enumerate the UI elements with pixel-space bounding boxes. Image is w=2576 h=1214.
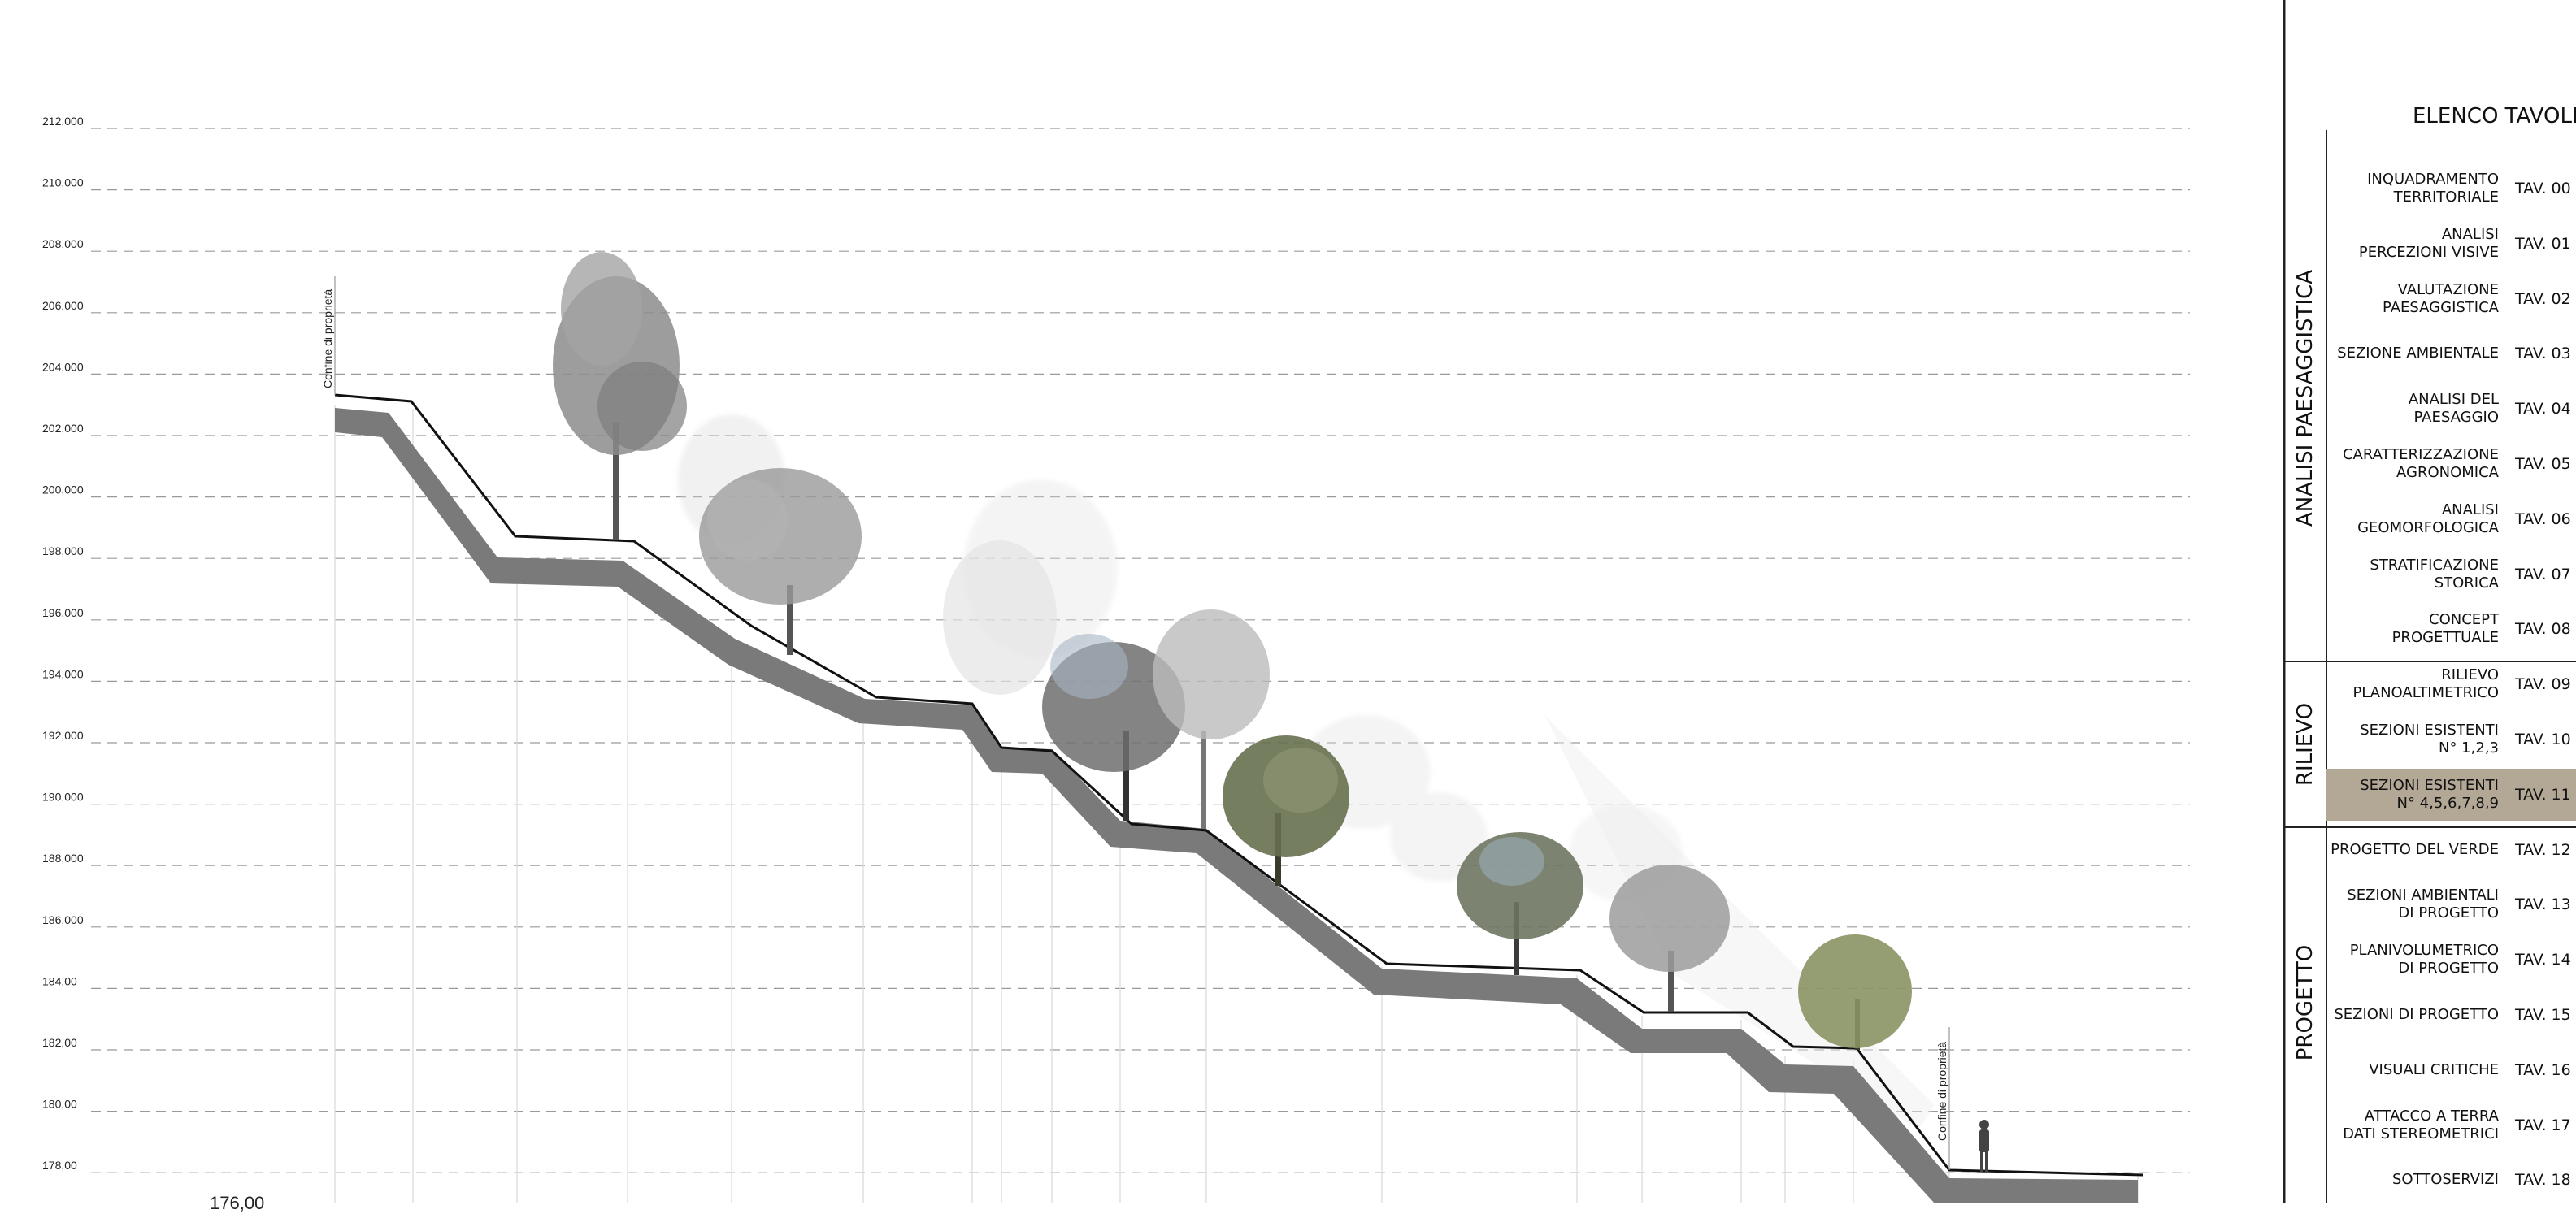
sheet-item-code: TAV. 08 — [2515, 620, 2571, 639]
sheet-item-code: TAV. 09 — [2515, 675, 2571, 694]
tree-6 — [1223, 735, 1349, 886]
sheet-item-name: ANALISI GEOMORFOLOGICA — [2357, 501, 2499, 536]
sheet-item-name: SEZIONE AMBIENTALE — [2337, 345, 2499, 362]
elevation-label: 202,000 — [42, 422, 84, 435]
sheet-item-name: SEZIONI AMBIENTALI DI PROGETTO — [2347, 887, 2499, 922]
elevation-label: 184,00 — [42, 974, 77, 987]
sheet-item[interactable]: VISUALI CRITICHE TAV. 16 — [2326, 1044, 2576, 1096]
sheet-item-code: TAV. 10 — [2515, 731, 2571, 748]
sheet-item-code: TAV. 02 — [2515, 289, 2571, 308]
sheet-item-code: TAV. 00 — [2515, 180, 2571, 197]
sheet-item[interactable]: ANALISI PERCEZIONI VISIVE TAV. 01 — [2326, 218, 2576, 270]
property-boundary-label-left: Confine di proprietà — [321, 289, 334, 388]
elevation-label: 192,000 — [42, 729, 84, 742]
sheet-item[interactable]: ANALISI DEL PAESAGGIO TAV. 04 — [2326, 383, 2576, 435]
elevation-label: 200,000 — [42, 483, 84, 496]
sheet-item[interactable]: INQUADRAMENTO TERRITORIALE TAV. 00 — [2326, 163, 2576, 215]
tree-5 — [1153, 609, 1270, 829]
group-label-progetto: PROGETTO — [2293, 944, 2318, 1061]
sheet-item[interactable]: SEZIONE AMBIENTALE TAV. 03 — [2326, 327, 2576, 379]
sheet-item-name: SEZIONI DI PROGETTO — [2334, 1006, 2499, 1023]
sheet-item[interactable]: CARATTERIZZAZIONE AGRONOMICA TAV. 05 — [2326, 438, 2576, 490]
sheet-index-title: ELENCO TAVOLE — [2413, 104, 2576, 128]
property-boundary-label-right: Confine di proprietà — [1935, 1042, 1948, 1141]
retaining-net — [1544, 715, 1935, 1129]
sheet-item-name: INQUADRAMENTO TERRITORIALE — [2367, 171, 2499, 206]
tree-3 — [943, 540, 1057, 695]
elevation-label: 196,000 — [42, 606, 84, 619]
sheet-item[interactable]: SEZIONI ESISTENTI N° 4,5,6,7,8,9 TAV. 11 — [2326, 768, 2576, 821]
sheet-item[interactable]: STRATIFICAZIONE STORICA TAV. 07 — [2326, 548, 2576, 600]
elevation-label: 180,00 — [42, 1098, 77, 1111]
sheet-item[interactable]: ATTACCO A TERRA DATI STEREOMETRICI TAV. 17 — [2326, 1099, 2576, 1151]
sheet-item-code: TAV. 01 — [2515, 234, 2571, 253]
tree-7 — [1457, 832, 1583, 975]
sheet-item[interactable]: RILIEVO PLANOALTIMETRICO TAV. 09 — [2326, 658, 2576, 710]
elevation-label: 186,000 — [42, 913, 84, 926]
sheet-item-name: VISUALI CRITICHE — [2369, 1060, 2499, 1078]
sheet-item-name: SEZIONI ESISTENTI N° 1,2,3 — [2360, 722, 2499, 757]
sheet-item-name: ATTACCO A TERRA DATI STEREOMETRICI — [2343, 1107, 2499, 1142]
tree-8 — [1609, 865, 1730, 1012]
sheet-item-name: ANALISI DEL PAESAGGIO — [2408, 391, 2499, 427]
sheet-item[interactable]: SEZIONI ESISTENTI N° 1,2,3 TAV. 10 — [2326, 713, 2576, 765]
sheet-item-code: TAV. 13 — [2515, 895, 2571, 914]
sheet-index-frame — [2283, 0, 2576, 1203]
sheet-item[interactable]: CONCEPT PROGETTUALE TAV. 08 — [2326, 603, 2576, 655]
partial-elevation-label: 176,00 — [210, 1193, 265, 1213]
sheet-item-code: TAV. 04 — [2515, 400, 2571, 418]
sheet-item-code: TAV. 16 — [2515, 1060, 2571, 1079]
property-boundary-right: Confine di proprietà — [1935, 1027, 1950, 1170]
sheet-item-name: CONCEPT PROGETTUALE — [2391, 611, 2499, 647]
tree-4 — [1042, 634, 1185, 821]
property-boundary-left: Confine di proprietà — [321, 276, 336, 395]
sheet-item[interactable]: VALUTAZIONE PAESAGGISTICA TAV. 02 — [2326, 273, 2576, 325]
sheet-item-code: TAV. 15 — [2515, 1006, 2571, 1024]
group-label-rilievo: RILIEVO — [2293, 702, 2318, 787]
elevation-label: 178,00 — [42, 1159, 77, 1172]
sheet-item-code: TAV. 03 — [2515, 345, 2571, 363]
sheet-item-code: TAV. 12 — [2515, 840, 2571, 859]
tree-1 — [553, 252, 687, 540]
sheet-item-name: STRATIFICAZIONE STORICA — [2370, 556, 2499, 592]
sheet-item-name: SEZIONI ESISTENTI N° 4,5,6,7,8,9 — [2360, 776, 2499, 812]
terrain-profile-line — [334, 393, 2144, 1177]
sheet-item-code: TAV. 06 — [2515, 509, 2571, 528]
sheet-item[interactable]: ANALISI GEOMORFOLOGICA TAV. 06 — [2326, 493, 2576, 545]
sheet-item[interactable]: PLANIVOLUMETRICO DI PROGETTO TAV. 14 — [2326, 934, 2576, 986]
sheet-item-name: CARATTERIZZAZIONE AGRONOMICA — [2342, 446, 2499, 481]
sheet-item[interactable]: PROGETTO DEL VERDE TAV. 12 — [2326, 824, 2576, 876]
sheet-item-code: TAV. 18 — [2515, 1171, 2571, 1190]
sheet-item-name: RILIEVO PLANOALTIMETRICO — [2352, 666, 2499, 702]
sheet-item-name: PLANIVOLUMETRICO DI PROGETTO — [2349, 942, 2499, 978]
sheet-item-code: TAV. 05 — [2515, 455, 2571, 473]
elevation-label: 210,000 — [42, 176, 84, 189]
elevation-label: 208,000 — [42, 237, 84, 250]
elevation-label: 206,000 — [42, 299, 84, 312]
elevation-label: 198,000 — [42, 544, 84, 557]
elevation-label: 212,000 — [42, 115, 84, 128]
sheet-index-panel: ELENCO TAVOLE ANALISI PAESAGGISTICA RILI… — [2283, 0, 2576, 1203]
sheet-item[interactable]: SEZIONI DI PROGETTO TAV. 15 — [2326, 989, 2576, 1041]
tree-9 — [1798, 934, 1912, 1050]
group-label-analisi-paesaggistica: ANALISI PAESAGGISTICA — [2293, 269, 2318, 527]
sheet-item[interactable]: SOTTOSERVIZI TAV. 18 — [2326, 1154, 2576, 1206]
sheet-item-name: ANALISI PERCEZIONI VISIVE — [2358, 225, 2499, 261]
sheet-item[interactable]: SEZIONI AMBIENTALI DI PROGETTO TAV. 13 — [2326, 878, 2576, 930]
sheet-item-code: TAV. 17 — [2515, 1116, 2571, 1134]
elevation-label: 194,000 — [42, 667, 84, 680]
sheet-item-name: VALUTAZIONE PAESAGGISTICA — [2383, 280, 2499, 316]
elevation-label: 204,000 — [42, 360, 84, 373]
person-figure — [1979, 1120, 1989, 1172]
elevation-label: 190,000 — [42, 791, 84, 804]
sheet-item-name: PROGETTO DEL VERDE — [2331, 840, 2499, 858]
tree-2 — [699, 468, 862, 655]
terrain-section-drawing: 212,000 210,000 208,000 206,000 204,000 202,0… — [42, 115, 2190, 1203]
sheet-item-code: TAV. 14 — [2515, 951, 2571, 969]
elevation-label: 188,000 — [42, 852, 84, 865]
sheet-item-code: TAV. 11 — [2515, 785, 2571, 804]
sheet-item-code: TAV. 07 — [2515, 565, 2571, 583]
elevation-label: 182,00 — [42, 1036, 77, 1049]
sheet-item-name: SOTTOSERVIZI — [2391, 1171, 2499, 1189]
